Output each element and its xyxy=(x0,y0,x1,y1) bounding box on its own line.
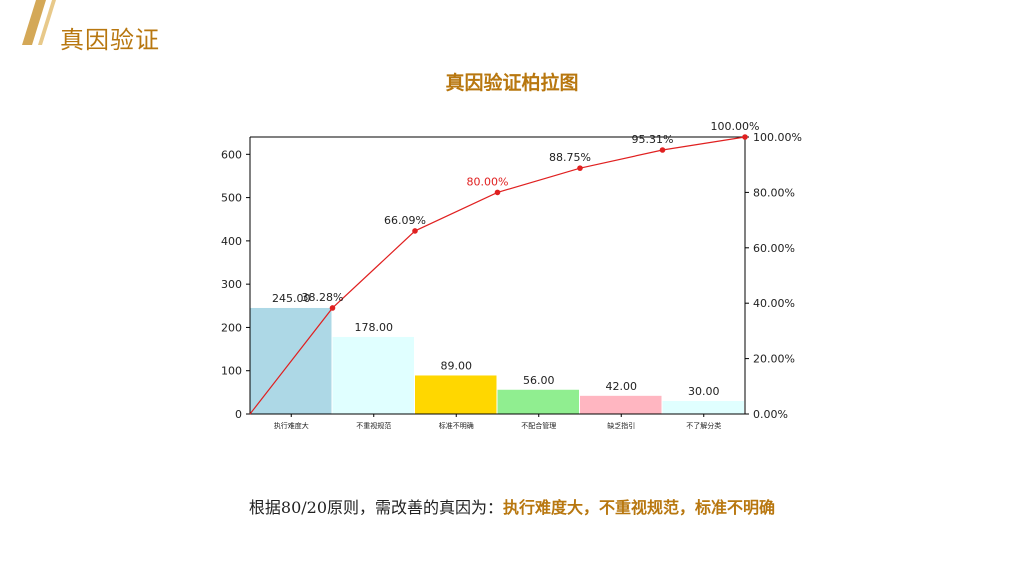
y-tick-label: 100 xyxy=(221,365,242,378)
cumulative-point xyxy=(412,228,418,234)
conclusion-text: 根据80/20原则，需改善的真因为：执行难度大，不重视规范，标准不明确 xyxy=(0,494,1024,518)
y-tick-label: 0 xyxy=(235,408,242,421)
cumulative-point xyxy=(494,189,501,196)
bar-value-label: 245.00 xyxy=(272,292,311,305)
y2-tick-label: 40.00% xyxy=(753,297,795,310)
x-tick-label: 标准不明确 xyxy=(439,421,474,430)
bar-value-label: 56.00 xyxy=(523,374,555,387)
y-tick-label: 200 xyxy=(221,321,242,334)
y-tick-label: 300 xyxy=(221,278,242,291)
bar xyxy=(662,401,744,414)
cumulative-percent-label: 66.09% xyxy=(384,214,426,227)
cumulative-percent-label: 95.31% xyxy=(632,133,674,146)
y2-tick-label: 100.00% xyxy=(753,131,802,144)
cumulative-percent-label: 38.28% xyxy=(302,291,344,304)
y2-tick-label: 20.00% xyxy=(753,353,795,366)
bar xyxy=(497,389,579,414)
y-tick-label: 600 xyxy=(221,148,242,161)
cumulative-point xyxy=(742,134,748,140)
bar-value-label: 89.00 xyxy=(441,359,473,372)
page-title: 真因验证 xyxy=(60,26,160,54)
y2-tick-label: 60.00% xyxy=(753,242,795,255)
cumulative-point xyxy=(329,305,336,311)
cumulative-percent-label: 100.00% xyxy=(711,120,760,133)
x-tick-label: 不重视规范 xyxy=(356,421,391,430)
chart-title: 真因验证柏拉图 xyxy=(445,72,579,94)
x-tick-label: 不配合管理 xyxy=(521,421,556,430)
cumulative-point xyxy=(659,147,666,153)
bar-value-label: 42.00 xyxy=(606,380,638,393)
pareto-chart: 0 100 200 300 400 500 600 0.00% 20.00% 40.00% 60.0… xyxy=(221,120,802,430)
bar-value-label: 30.00 xyxy=(688,385,720,398)
y-tick-label: 400 xyxy=(221,235,242,248)
x-tick-label: 不了解分类 xyxy=(686,421,721,430)
bar xyxy=(332,336,414,414)
x-tick-label: 缺乏指引 xyxy=(607,421,635,430)
cumulative-percent-label: 88.75% xyxy=(549,151,591,164)
cumulative-percent-label: 80.00% xyxy=(467,175,509,188)
conclusion-root-causes: 执行难度大，不重视规范，标准不明确 xyxy=(503,498,776,517)
y2-tick-label: 0.00% xyxy=(753,408,788,421)
y2-tick-label: 80.00% xyxy=(753,186,795,199)
cumulative-point xyxy=(577,165,583,171)
bar-value-label: 178.00 xyxy=(355,321,394,334)
bar xyxy=(580,395,662,414)
conclusion-prefix: 根据80/20原则，需改善的真因为： xyxy=(248,498,504,517)
bar xyxy=(415,375,497,414)
x-tick-label: 执行难度大 xyxy=(274,421,309,430)
corner-stripes-decoration xyxy=(22,0,56,45)
y-tick-label: 500 xyxy=(221,192,242,205)
